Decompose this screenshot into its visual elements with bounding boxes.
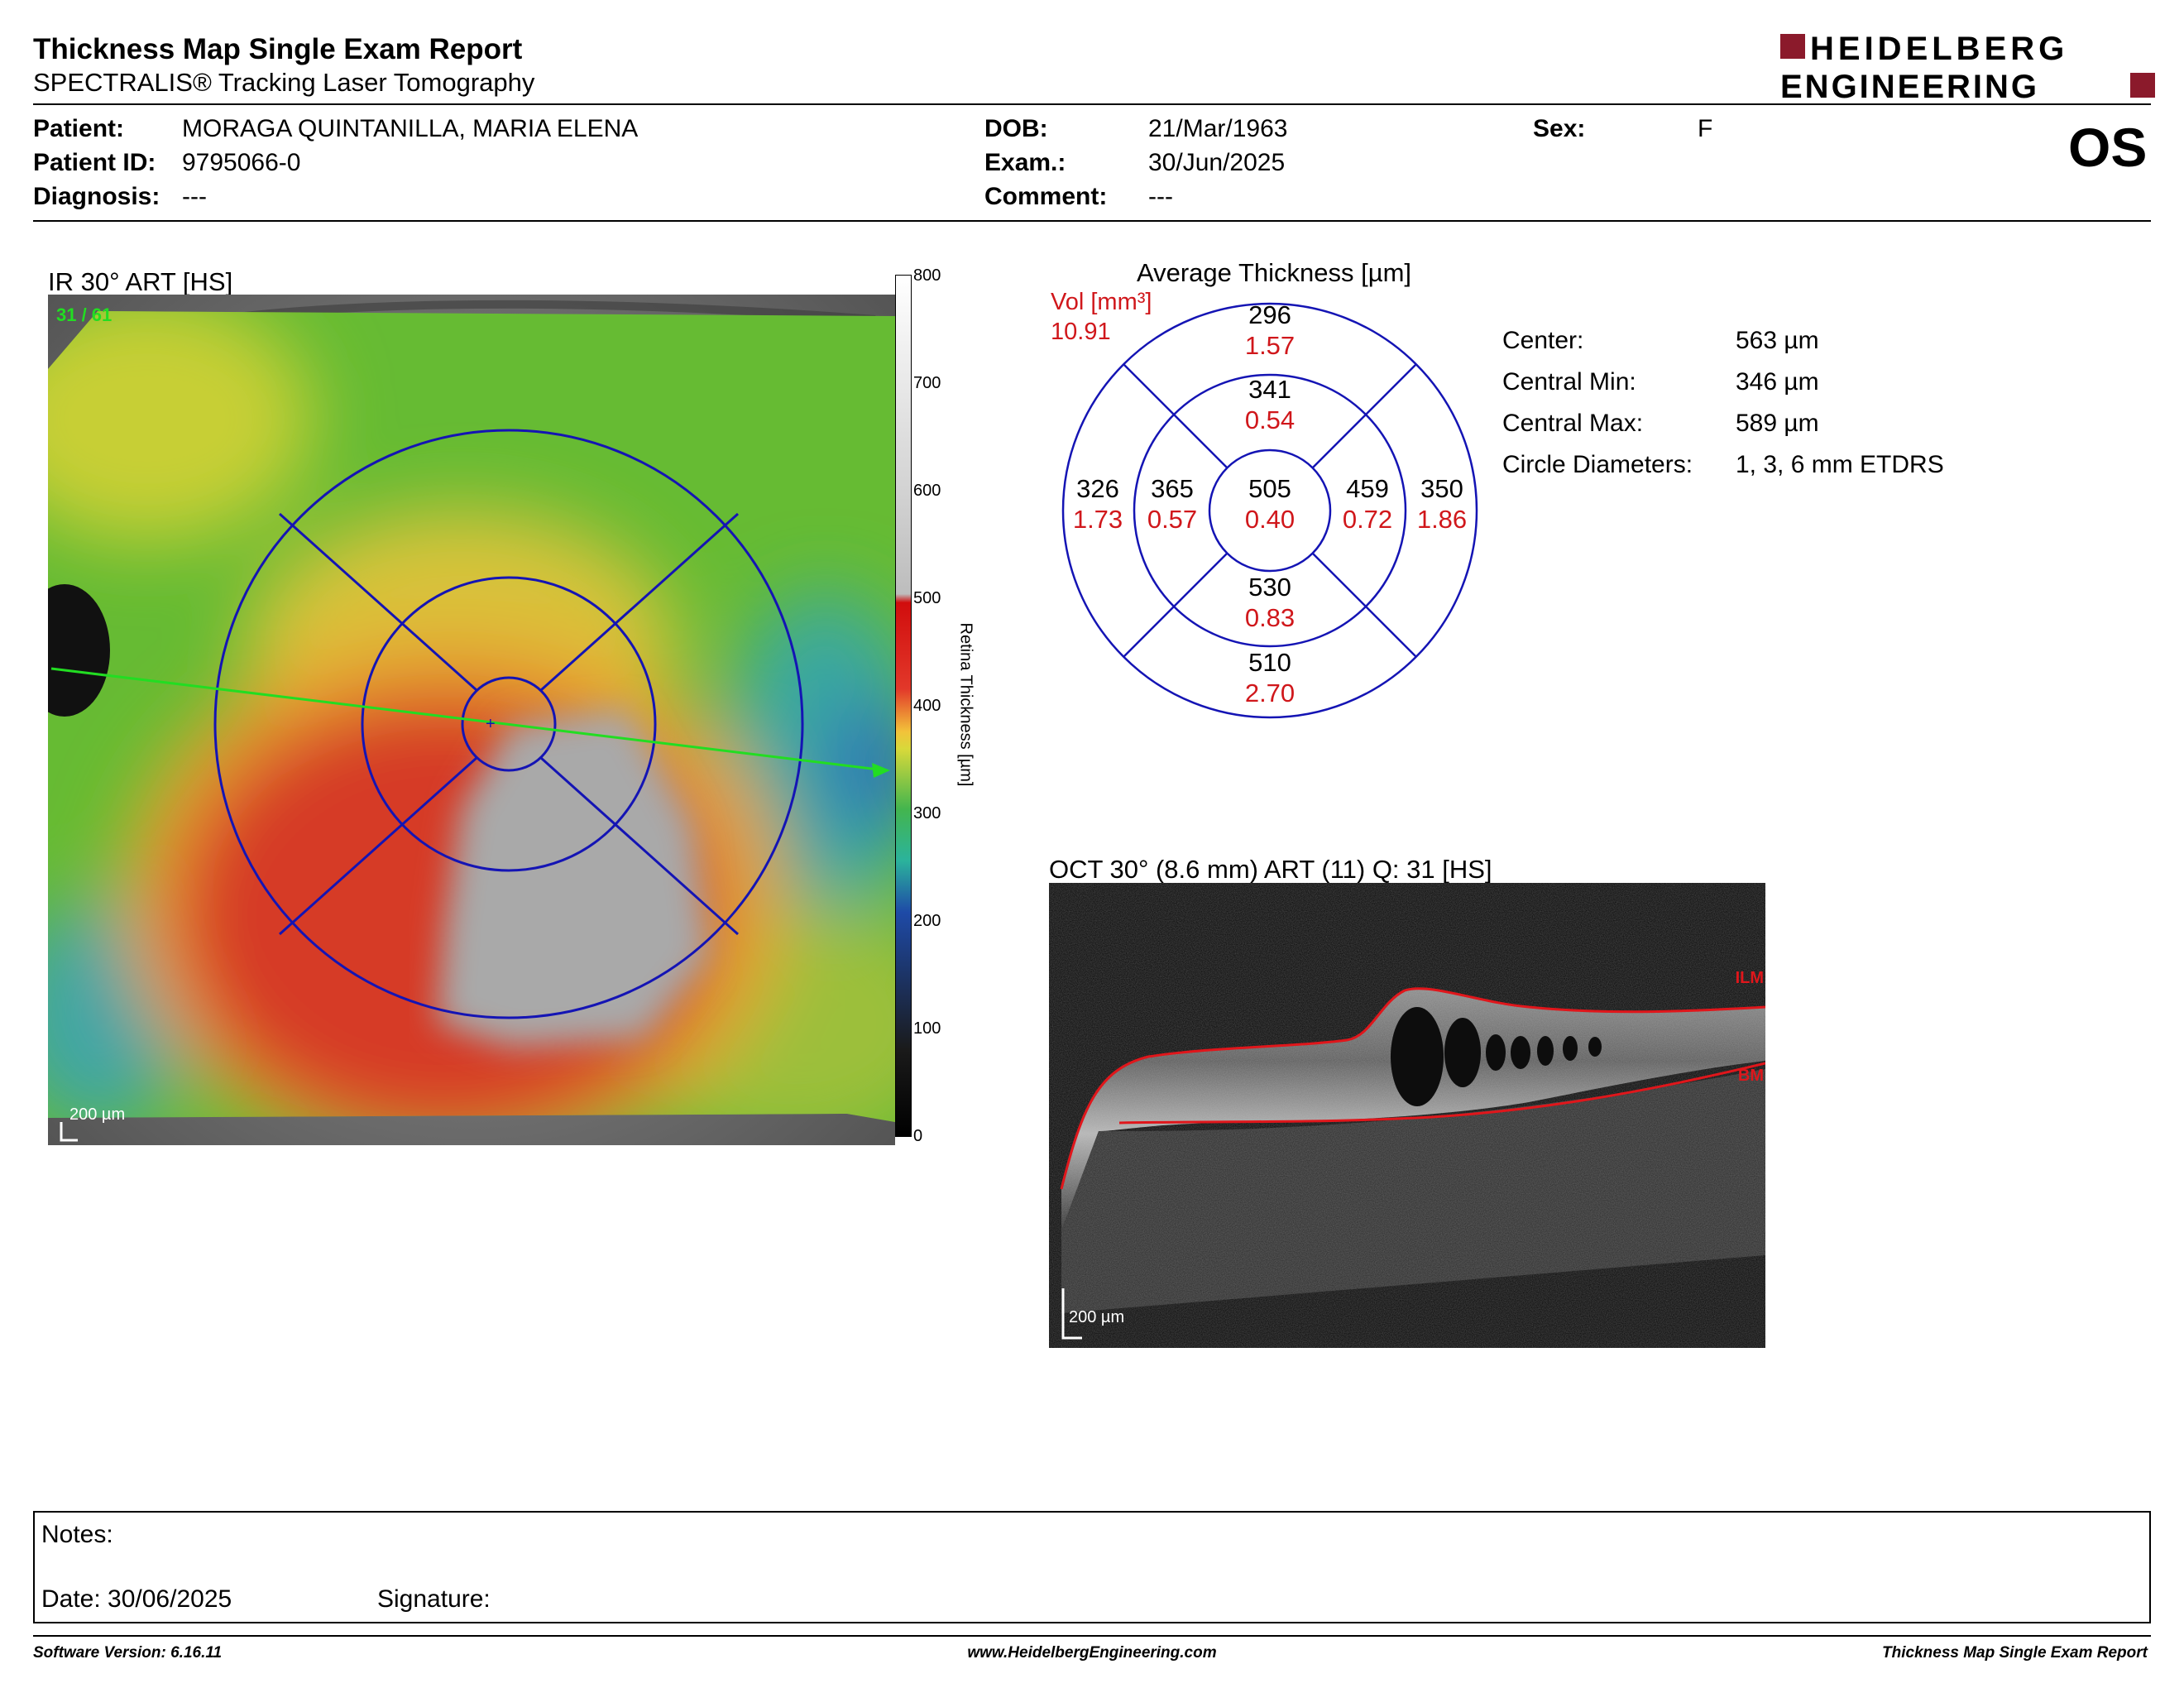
inner-temporal-volume: 0.57 — [1147, 505, 1198, 534]
oct-bscan-image: ILM BM 200 µm — [1049, 883, 1766, 1348]
inner-superior-volume: 0.54 — [1244, 405, 1296, 434]
inner-nasal-thickness: 459 — [1346, 474, 1389, 503]
diagnosis-label: Diagnosis: — [33, 183, 160, 210]
central-max-value: 589 µm — [1736, 410, 1819, 437]
inner-superior-thickness: 341 — [1248, 375, 1291, 404]
colorbar-tick: 400 — [913, 697, 941, 715]
outer-temporal-volume: 1.73 — [1072, 505, 1123, 534]
header-divider — [33, 103, 2151, 105]
exam-value: 30/Jun/2025 — [1148, 149, 1286, 176]
inner-inferior-thickness: 530 — [1248, 573, 1291, 602]
dob-label: DOB: — [984, 115, 1048, 142]
outer-superior-thickness: 296 — [1248, 300, 1291, 329]
outer-nasal-volume: 1.86 — [1416, 505, 1468, 534]
etdrs-title: Average Thickness [µm] — [1136, 258, 1412, 287]
colorbar-tick: 500 — [913, 589, 941, 607]
thickness-colorbar — [895, 275, 912, 1137]
software-version: Software Version: 6.16.11 — [33, 1644, 223, 1662]
logo-line2: ENGINEERING — [1780, 69, 2039, 104]
report-title: Thickness Map Single Exam Report — [33, 33, 523, 65]
central-min-label: Central Min: — [1502, 368, 1636, 396]
sex-value: F — [1698, 115, 1713, 142]
patient-id-label: Patient ID: — [33, 149, 156, 176]
colorbar-tick: 100 — [913, 1019, 941, 1038]
colorbar-tick: 600 — [913, 482, 941, 500]
notes-label: Notes: — [41, 1521, 113, 1548]
ir-etdrs-grid — [213, 429, 804, 1019]
oct-panel-title: OCT 30° (8.6 mm) ART (11) Q: 31 [HS] — [1049, 855, 1492, 884]
logo-line1: HEIDELBERG — [1810, 31, 2068, 67]
volume-label: Vol [mm³] — [1051, 289, 1152, 315]
dob-value: 21/Mar/1963 — [1148, 115, 1288, 142]
inner-nasal-volume: 0.72 — [1342, 505, 1393, 534]
outer-inferior-thickness: 510 — [1248, 648, 1291, 677]
circle-diameters-label: Circle Diameters: — [1502, 451, 1693, 478]
inner-inferior-volume: 0.83 — [1244, 603, 1296, 632]
patient-divider — [33, 220, 2151, 222]
center-volume: 0.40 — [1244, 505, 1296, 534]
colorbar-ticks: 800 700 600 500 400 300 200 100 0 — [913, 266, 963, 1145]
colorbar-tick: 300 — [913, 804, 941, 822]
ir-quality-label: 31 / 61 — [56, 305, 113, 325]
central-max-label: Central Max: — [1502, 410, 1644, 437]
ilm-label: ILM — [1735, 969, 1764, 987]
footer-report-name: Thickness Map Single Exam Report — [1882, 1644, 2148, 1662]
signature-label: Signature: — [377, 1585, 491, 1613]
ir-scale-bar: 200 µm — [69, 1105, 126, 1124]
report-subtitle: SPECTRALIS® Tracking Laser Tomography — [33, 68, 535, 97]
exam-label: Exam.: — [984, 149, 1066, 176]
notes-box: Notes: Date: 30/06/2025 Signature: — [33, 1511, 2151, 1623]
colorbar-label: Retina Thickness [µm] — [956, 622, 975, 787]
colorbar-tick: 800 — [913, 266, 941, 285]
ir-panel-title: IR 30° ART [HS] — [48, 267, 233, 296]
circle-diameters-value: 1, 3, 6 mm ETDRS — [1736, 451, 1944, 478]
center-thickness: 505 — [1248, 474, 1291, 503]
footer-divider — [33, 1635, 2151, 1637]
outer-temporal-thickness: 326 — [1076, 474, 1119, 503]
comment-label: Comment: — [984, 183, 1108, 210]
outer-superior-volume: 1.57 — [1244, 331, 1296, 360]
eye-indicator: OS — [2068, 117, 2148, 178]
website-link[interactable]: www.HeidelbergEngineering.com — [967, 1644, 1217, 1662]
colorbar-tick: 200 — [913, 912, 941, 930]
oct-scale-bar: 200 µm — [1069, 1308, 1125, 1326]
outer-nasal-thickness: 350 — [1420, 474, 1463, 503]
bm-label: BM — [1737, 1067, 1764, 1085]
patient-name: MORAGA QUINTANILLA, MARIA ELENA — [182, 115, 639, 142]
center-stat-value: 563 µm — [1736, 327, 1819, 354]
ir-fundus-image: + 31 / 61 200 µm — [19, 295, 895, 1145]
sex-label: Sex: — [1533, 115, 1586, 142]
patient-id-value: 9795066-0 — [182, 149, 301, 176]
date-label: Date: 30/06/2025 — [41, 1585, 232, 1613]
center-stat-label: Center: — [1502, 327, 1584, 354]
outer-inferior-volume: 2.70 — [1244, 679, 1296, 707]
colorbar-tick: 700 — [913, 374, 941, 392]
inner-temporal-thickness: 365 — [1151, 474, 1194, 503]
diagnosis-value: --- — [182, 183, 207, 210]
patient-label: Patient: — [33, 115, 125, 142]
central-min-value: 346 µm — [1736, 368, 1819, 396]
comment-value: --- — [1148, 183, 1173, 210]
svg-text:+: + — [486, 715, 496, 733]
colorbar-tick: 0 — [913, 1127, 923, 1145]
heidelberg-logo: HEIDELBERG ENGINEERING — [1779, 30, 2159, 105]
etdrs-diagram — [1059, 300, 1481, 722]
volume-total: 10.91 — [1051, 319, 1111, 345]
